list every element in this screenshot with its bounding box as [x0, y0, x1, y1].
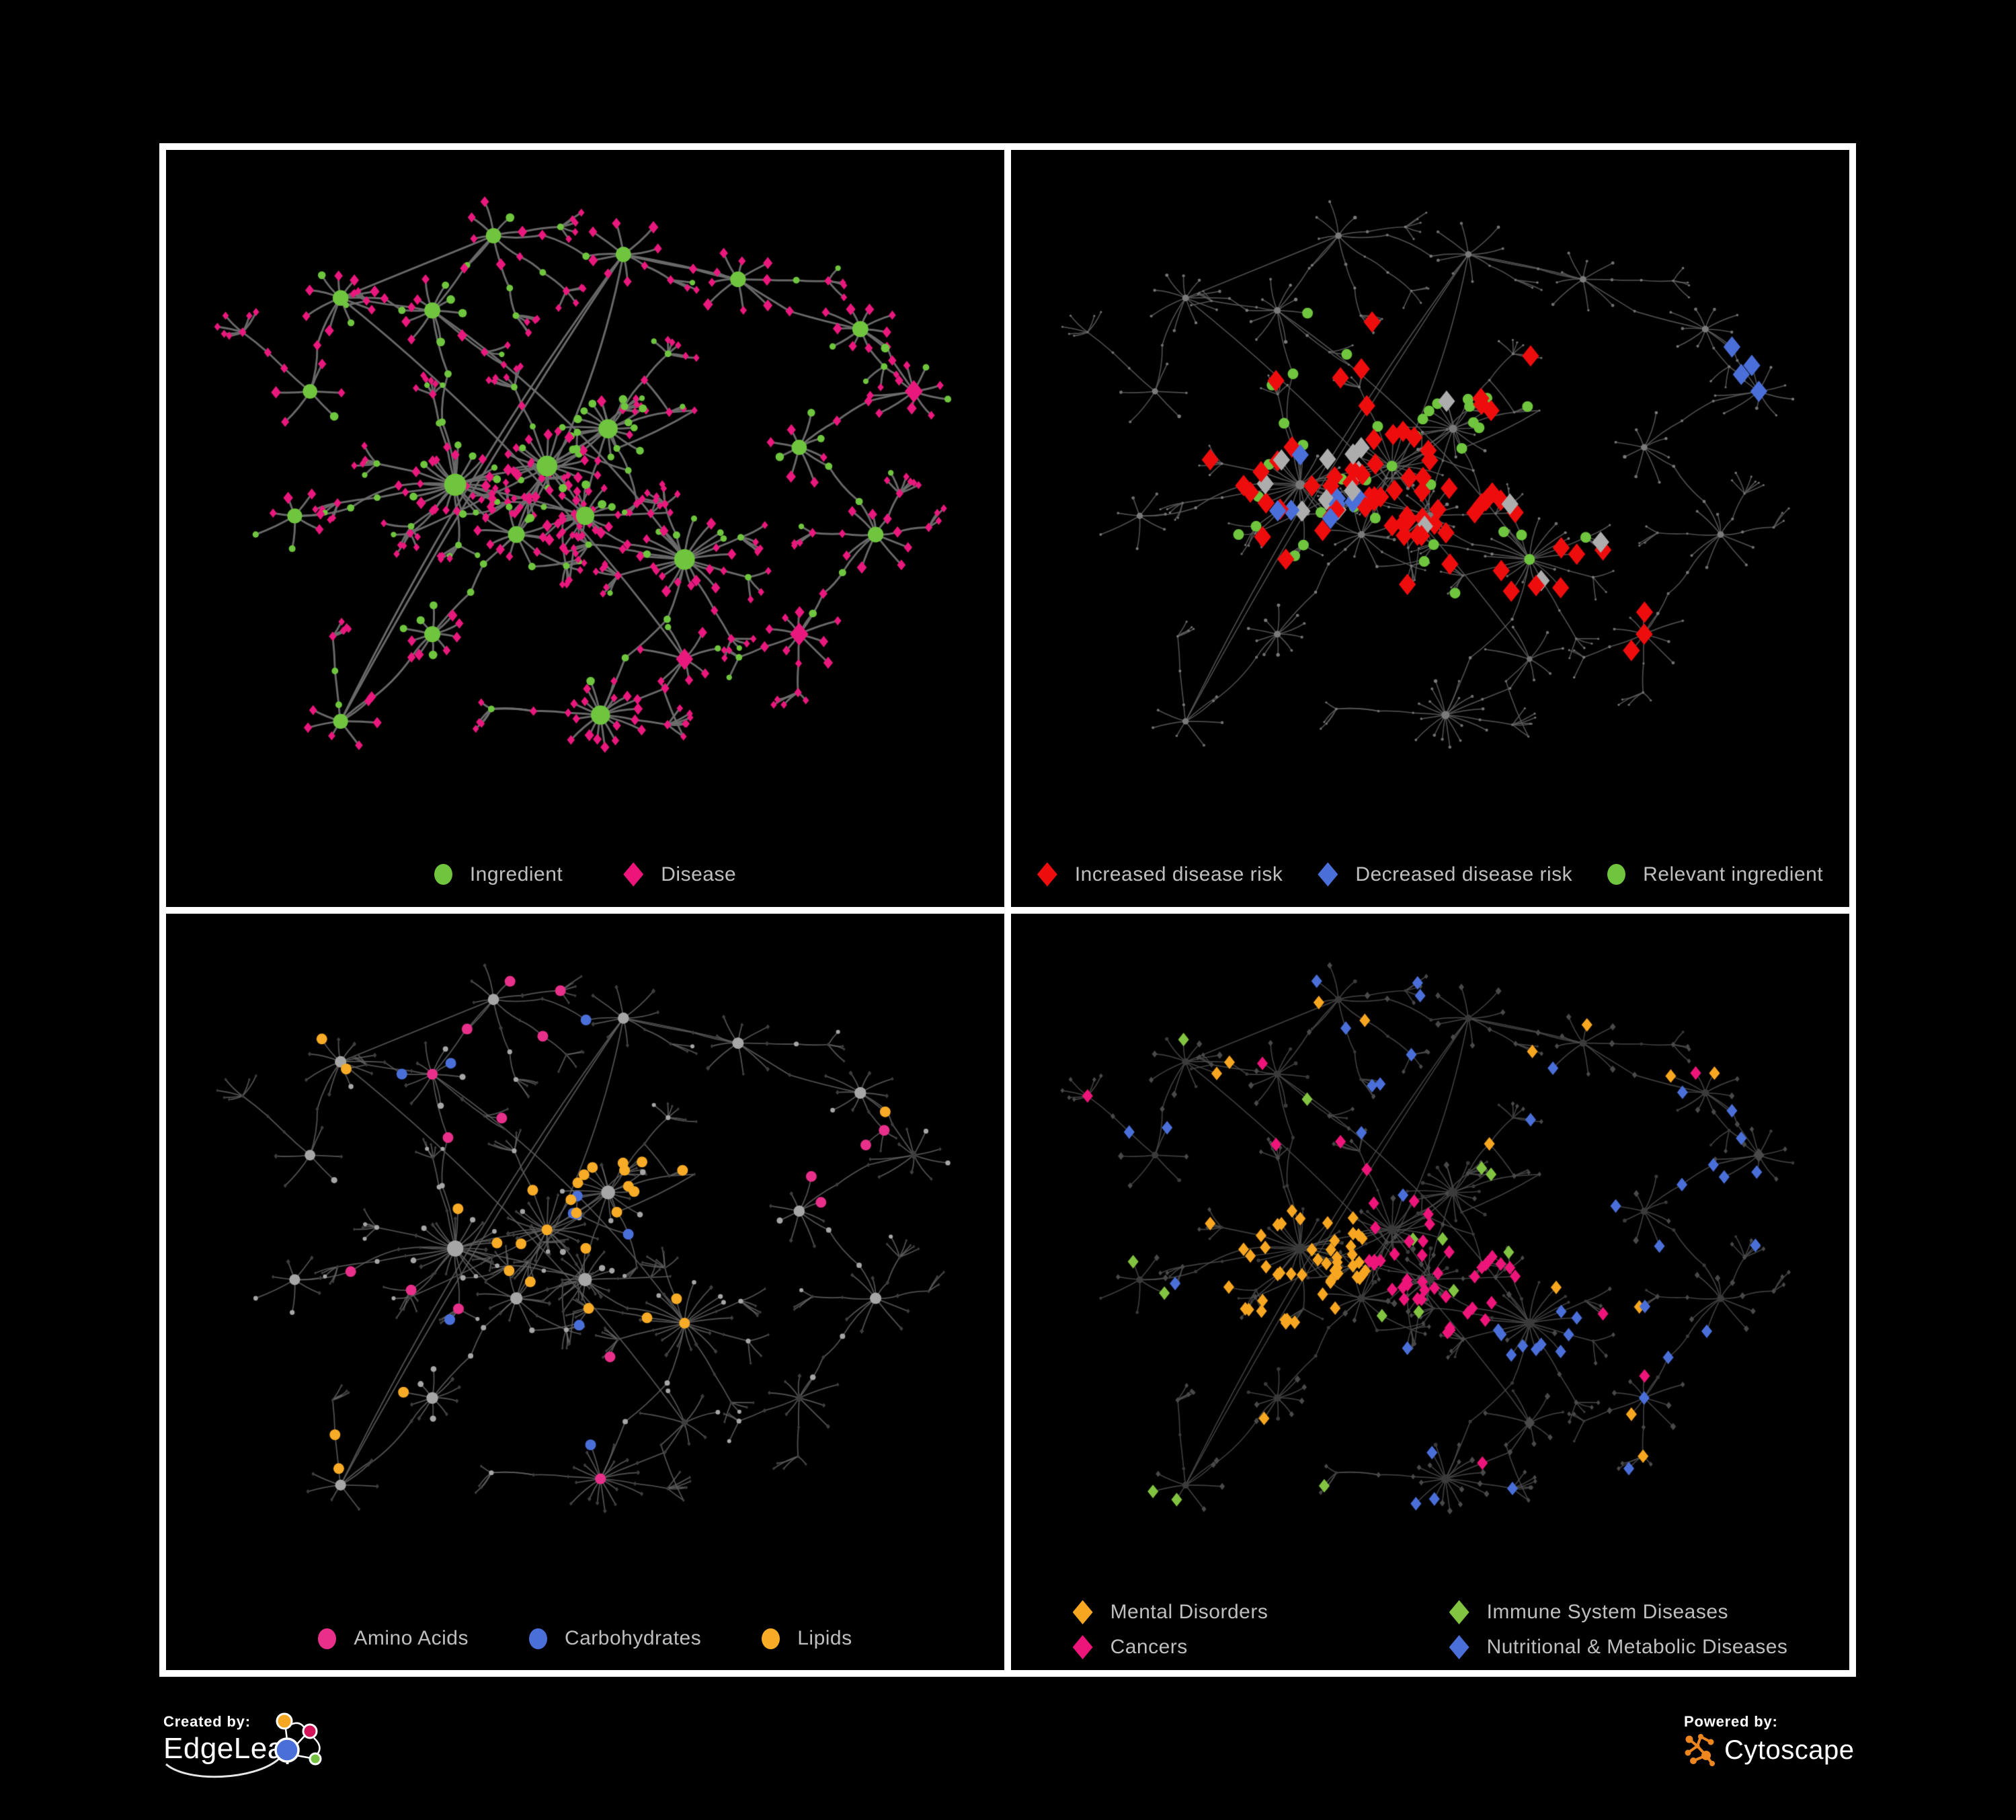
legend-item: Lipids — [762, 1627, 852, 1650]
legend-label: Mental Disorders — [1110, 1601, 1268, 1623]
legend-label: Amino Acids — [354, 1627, 469, 1649]
ingredient-marker-icon — [434, 864, 452, 885]
legend-label: Nutritional & Metabolic Diseases — [1486, 1636, 1788, 1658]
panel-nutrient-classes: Amino Acids Carbohydrates Lipids — [166, 913, 1004, 1670]
network-canvas-ingredient-disease — [166, 150, 1004, 907]
legend-label: Decreased disease risk — [1355, 863, 1573, 885]
panel-grid: Ingredient Disease Increased disease ris… — [159, 143, 1856, 1677]
legend-item: Mental Disorders — [1072, 1600, 1389, 1624]
legend-disease-classes: Mental Disorders Immune System Diseases … — [1072, 1600, 1788, 1659]
legend-item: Relevant ingredient — [1607, 863, 1823, 886]
legend-label: Relevant ingredient — [1643, 863, 1824, 885]
legend-label: Carbohydrates — [564, 1627, 702, 1649]
legend-item: Nutritional & Metabolic Diseases — [1449, 1635, 1788, 1659]
powered-by-logo: Powered by: Cytoscape — [1684, 1713, 1854, 1768]
lipids-marker-icon — [762, 1628, 780, 1649]
disease-marker-icon — [623, 862, 644, 887]
legend-label: Immune System Diseases — [1486, 1601, 1729, 1623]
legend-label: Ingredient — [469, 863, 563, 885]
legend-label: Increased disease risk — [1074, 863, 1283, 885]
created-by-logo: Created by: EdgeLeap — [163, 1712, 446, 1794]
legend-label: Cancers — [1110, 1636, 1188, 1658]
amino-acids-marker-icon — [318, 1628, 337, 1649]
immune-diseases-marker-icon — [1449, 1600, 1469, 1624]
relevant-ingredient-marker-icon — [1607, 864, 1626, 885]
legend-nutrient-classes: Amino Acids Carbohydrates Lipids — [166, 1627, 1004, 1650]
legend-item: Cancers — [1072, 1635, 1389, 1659]
panel-disease-risk: Increased disease risk Decreased disease… — [1011, 150, 1849, 907]
legend-item: Ingredient — [434, 863, 563, 886]
metabolic-diseases-marker-icon — [1449, 1635, 1469, 1659]
legend-item: Disease — [623, 862, 737, 887]
network-canvas-disease-risk — [1011, 150, 1849, 907]
cancers-marker-icon — [1072, 1635, 1093, 1659]
legend-item: Decreased disease risk — [1318, 862, 1573, 887]
panel-ingredient-disease: Ingredient Disease — [166, 150, 1004, 907]
legend-disease-risk: Increased disease risk Decreased disease… — [1011, 862, 1849, 887]
network-canvas-nutrient-classes — [166, 913, 1004, 1670]
created-by-label: Created by: — [163, 1713, 251, 1730]
panel-disease-classes: Mental Disorders Immune System Diseases … — [1011, 913, 1849, 1670]
legend-label: Lipids — [797, 1627, 852, 1649]
cytoscape-icon — [1685, 1734, 1715, 1766]
legend-item: Carbohydrates — [528, 1627, 702, 1650]
legend-item: Immune System Diseases — [1449, 1600, 1788, 1624]
powered-by-label: Powered by: — [1684, 1713, 1778, 1730]
legend-ingredient-disease: Ingredient Disease — [166, 862, 1004, 887]
mental-disorders-marker-icon — [1072, 1600, 1093, 1624]
network-canvas-disease-classes — [1011, 913, 1849, 1670]
legend-item: Amino Acids — [318, 1627, 469, 1650]
legend-item: Increased disease risk — [1037, 862, 1283, 887]
legend-label: Disease — [661, 863, 737, 885]
decreased-risk-marker-icon — [1318, 862, 1338, 887]
carbohydrates-marker-icon — [528, 1628, 547, 1649]
increased-risk-marker-icon — [1037, 862, 1057, 887]
edgeleap-network-icon — [165, 1712, 322, 1778]
cytoscape-wordmark: Cytoscape — [1724, 1735, 1855, 1765]
